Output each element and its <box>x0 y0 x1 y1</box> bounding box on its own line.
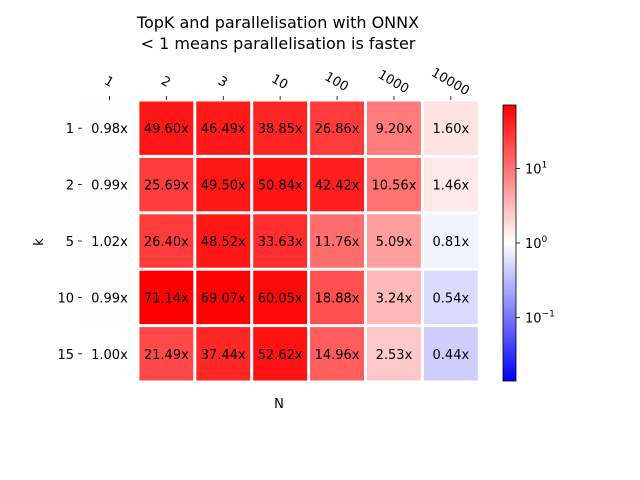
cell-label: 49.60x <box>144 122 189 137</box>
y-axis-label: k <box>32 238 47 246</box>
cell-label: 71.14x <box>144 291 189 306</box>
colorbar-tick-label: 100 <box>525 235 548 252</box>
heatmap-cell <box>196 101 251 155</box>
x-tick-label: 10 <box>268 72 290 93</box>
heatmap-cell <box>139 157 194 212</box>
heatmap-cell <box>310 157 364 212</box>
cell-label: 21.49x <box>144 348 189 363</box>
cell-label: 3.24x <box>376 291 413 306</box>
cell-label: 0.44x <box>433 348 470 363</box>
heatmap-cell <box>253 327 308 381</box>
heatmap-cell <box>82 327 137 381</box>
x-tick-label: 2 <box>158 74 173 91</box>
cell-label: 9.20x <box>376 122 413 137</box>
colorbar: 101 100 10−1 <box>502 104 555 382</box>
cell-label: 10.56x <box>371 179 416 194</box>
x-axis-ticks: 1 2 3 10 100 1000 10000 <box>101 65 472 100</box>
heatmap-cell <box>139 214 194 268</box>
heatmap-cell <box>253 157 308 212</box>
cell-label: 60.05x <box>258 291 303 306</box>
heatmap-cell <box>367 157 421 212</box>
chart-title-line-2: < 1 means parallelisation is faster <box>141 34 416 53</box>
y-tick-label: 2 <box>66 179 74 194</box>
cell-label: 42.42x <box>315 179 360 194</box>
cell-label: 1.02x <box>91 235 128 250</box>
heatmap-cell <box>253 101 308 155</box>
heatmap-cell <box>367 101 421 155</box>
x-tick-label: 3 <box>215 74 230 91</box>
heatmap-cell <box>196 270 251 325</box>
cell-label: 46.49x <box>201 122 246 137</box>
y-tick-label: 1 <box>66 122 74 137</box>
colorbar-tick-label: 10−1 <box>525 310 555 327</box>
heatmap-cell <box>310 101 364 155</box>
heatmap-cell <box>423 157 478 212</box>
y-tick-label: 10 <box>57 291 74 306</box>
chart-title: TopK and parallelisation with ONNX < 1 m… <box>136 13 419 53</box>
cell-label: 26.40x <box>144 235 189 250</box>
heatmap-cell <box>253 214 308 268</box>
heatmap-cell <box>196 157 251 212</box>
cell-label: 25.69x <box>144 179 189 194</box>
cell-label: 26.86x <box>315 122 360 137</box>
cell-label: 0.54x <box>433 291 470 306</box>
heatmap-cell <box>310 214 364 268</box>
heatmap-cell <box>139 327 194 381</box>
heatmap-cell <box>423 327 478 381</box>
heatmap-cell <box>253 270 308 325</box>
x-axis-label: N <box>274 397 284 412</box>
cell-label: 52.62x <box>258 348 303 363</box>
cell-label: 1.60x <box>433 122 470 137</box>
cell-label: 69.07x <box>201 291 246 306</box>
heatmap-cell <box>367 327 421 381</box>
heatmap-cell <box>196 214 251 268</box>
cell-label: 0.81x <box>433 235 470 250</box>
heatmap-cell <box>423 101 478 155</box>
cell-label: 5.09x <box>376 235 413 250</box>
heatmap-cell <box>367 270 421 325</box>
cell-label: 33.63x <box>258 235 303 250</box>
cell-label: 49.50x <box>201 179 246 194</box>
colorbar-tick-label: 101 <box>525 161 547 178</box>
x-tick-label: 100 <box>322 70 351 95</box>
heatmap-cell <box>82 214 137 268</box>
x-tick-label: 1 <box>101 74 116 91</box>
cell-label: 14.96x <box>315 348 360 363</box>
heatmap-cell <box>82 270 137 325</box>
cell-label: 2.53x <box>376 348 413 363</box>
heatmap-cell <box>196 327 251 381</box>
y-axis-ticks: 1 2 5 10 15 <box>57 122 82 363</box>
x-tick-label: 10000 <box>428 65 471 99</box>
x-tick-label: 1000 <box>375 68 411 98</box>
cell-label: 37.44x <box>201 348 246 363</box>
y-tick-label: 5 <box>66 235 74 250</box>
cell-label: 1.00x <box>91 348 128 363</box>
heatmap-cell <box>310 270 364 325</box>
cell-label: 18.88x <box>315 291 360 306</box>
cell-label: 11.76x <box>315 235 360 250</box>
heatmap-cell <box>310 327 364 381</box>
heatmap-cell <box>139 270 194 325</box>
cell-label: 0.98x <box>91 122 128 137</box>
y-tick-label: 15 <box>57 348 74 363</box>
chart-title-line-1: TopK and parallelisation with ONNX <box>136 13 419 32</box>
heatmap-cell <box>139 101 194 155</box>
heatmap-cell <box>423 270 478 325</box>
heatmap-cell <box>82 157 137 212</box>
heatmap-cells: 0.98x 49.60x 46.49x 38.85x 26.86x 9.20x 1.60x 0… <box>82 101 478 381</box>
cell-label: 1.46x <box>433 179 470 194</box>
cell-label: 38.85x <box>258 122 303 137</box>
heatmap-cell <box>82 101 137 155</box>
heatmap-cell <box>423 214 478 268</box>
colorbar-gradient <box>502 104 517 382</box>
heatmap-cell <box>367 214 421 268</box>
cell-label: 50.84x <box>258 179 303 194</box>
cell-label: 0.99x <box>91 179 128 194</box>
cell-label: 0.99x <box>91 291 128 306</box>
cell-label: 48.52x <box>201 235 246 250</box>
